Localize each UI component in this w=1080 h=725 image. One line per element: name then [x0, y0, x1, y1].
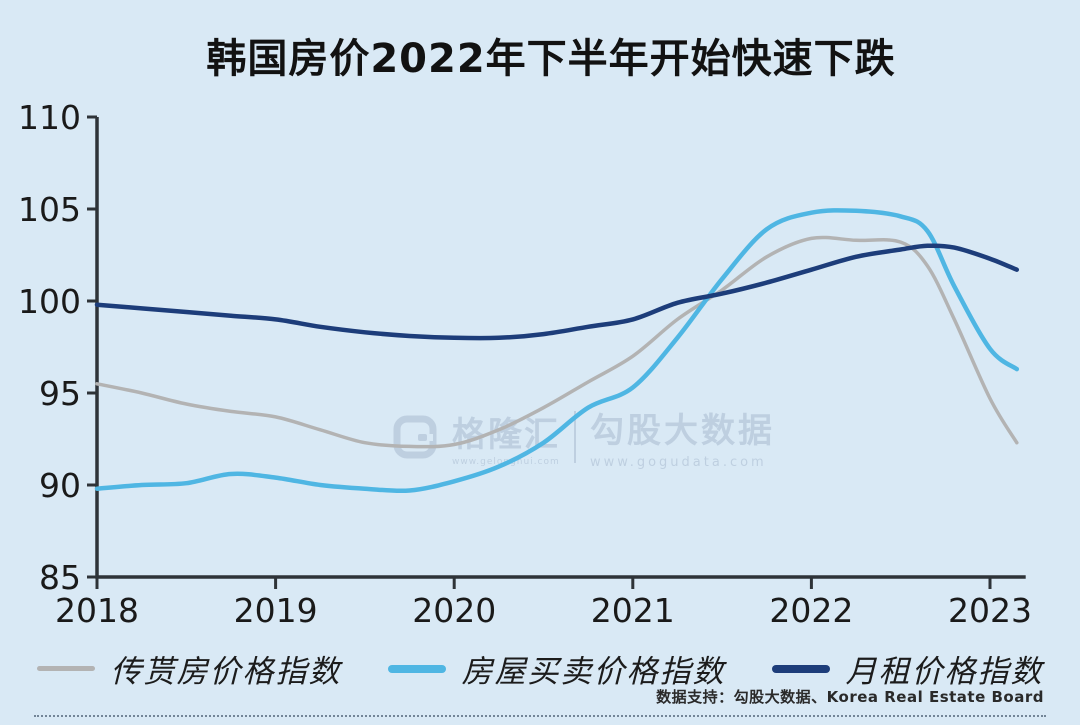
legend-item-rent-index: 月租价格指数: [771, 646, 1044, 691]
watermark-brand-text: 格隆汇: [452, 414, 560, 455]
x-tick-label: 2021: [591, 591, 675, 630]
legend-label-jeonse: 传贳房价格指数: [110, 654, 342, 690]
y-tick-label: 100: [18, 282, 81, 321]
watermark: 格隆汇 www.gelonghui.com 勾股大数据 www.gogudata…: [392, 403, 775, 470]
x-tick-label: 2019: [234, 591, 318, 630]
chart-title: 韩国房价2022年下半年开始快速下跌: [206, 36, 896, 82]
legend-swatch-sale: [387, 664, 446, 673]
legend-label-sale: 房屋买卖价格指数: [461, 654, 726, 690]
series-rent-index: [94, 243, 1020, 341]
bottom-separator: [34, 715, 1046, 717]
legend-swatch-jeonse: [36, 666, 95, 671]
y-tick-label: 110: [18, 98, 81, 137]
watermark-name-text: 勾股大数据: [590, 411, 775, 451]
x-tick-label: 2022: [769, 591, 853, 630]
series-sale-index: [94, 208, 1020, 494]
axes: [95, 117, 1026, 579]
legend-item-jeonse-index: 传贳房价格指数: [36, 646, 342, 691]
chart-legend: 传贳房价格指数 房屋买卖价格指数 月租价格指数: [0, 646, 1080, 691]
legend-label-rent: 月租价格指数: [845, 654, 1044, 690]
legend-item-sale-index: 房屋买卖价格指数: [387, 646, 726, 691]
y-tick-label: 95: [39, 374, 81, 413]
x-tick-label: 2020: [412, 591, 496, 630]
x-tick-label: 2018: [55, 591, 139, 630]
y-tick-label: 90: [39, 466, 81, 505]
y-tick-label: 85: [39, 558, 81, 597]
series-jeonse-index: [95, 235, 1019, 449]
watermark-url-text: www.gogudata.com: [590, 455, 767, 470]
y-tick-label: 105: [18, 190, 81, 229]
gelonghui-logo-icon: [393, 415, 437, 458]
legend-swatch-rent: [771, 664, 830, 673]
watermark-name-block: 勾股大数据 www.gogudata.com: [590, 403, 775, 470]
x-tick-label: 2023: [948, 591, 1032, 630]
watermark-divider: [574, 410, 576, 463]
data-credit: 数据支持：勾股大数据、Korea Real Estate Board: [656, 688, 1044, 706]
